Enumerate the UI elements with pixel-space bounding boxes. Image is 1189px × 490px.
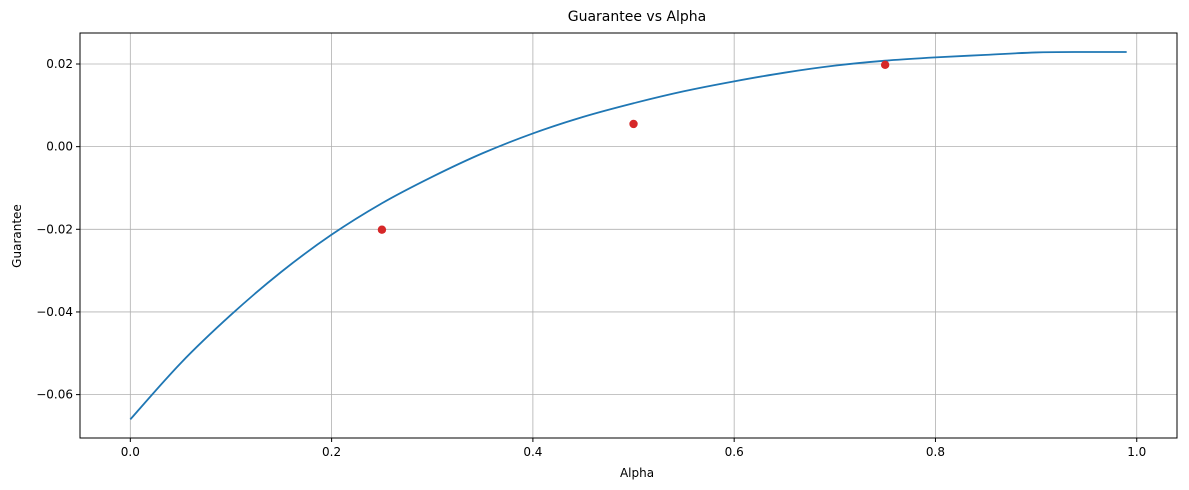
x-tick-label: 0.0 <box>121 445 140 459</box>
plot-frame <box>79 32 1178 439</box>
y-axis-ticks: −0.06 −0.04 −0.02 0.00 0.02 <box>36 57 80 402</box>
y-tick-label: 0.02 <box>46 57 73 71</box>
chart-title: Guarantee vs Alpha <box>568 9 707 25</box>
x-tick-label: 0.2 <box>322 445 341 459</box>
x-tick-label: 0.4 <box>523 445 542 459</box>
grid <box>80 33 1177 438</box>
x-axis-label: Alpha <box>620 466 654 480</box>
y-tick-label: −0.04 <box>36 305 73 319</box>
x-axis-ticks: 0.0 0.2 0.4 0.6 0.8 1.0 <box>121 438 1146 459</box>
y-axis-label: Guarantee <box>10 204 24 268</box>
scatter-point <box>629 119 638 129</box>
series-line <box>129 51 1127 421</box>
plot-series <box>129 51 1127 421</box>
scatter-point <box>377 225 387 234</box>
x-tick-label: 1.0 <box>1127 445 1146 459</box>
y-tick-label: −0.06 <box>36 388 73 402</box>
y-tick-label: 0.00 <box>46 140 73 154</box>
scatter-point <box>880 60 890 70</box>
y-tick-label: −0.02 <box>36 222 73 236</box>
x-tick-label: 0.6 <box>725 445 744 459</box>
x-tick-label: 0.8 <box>926 445 945 459</box>
